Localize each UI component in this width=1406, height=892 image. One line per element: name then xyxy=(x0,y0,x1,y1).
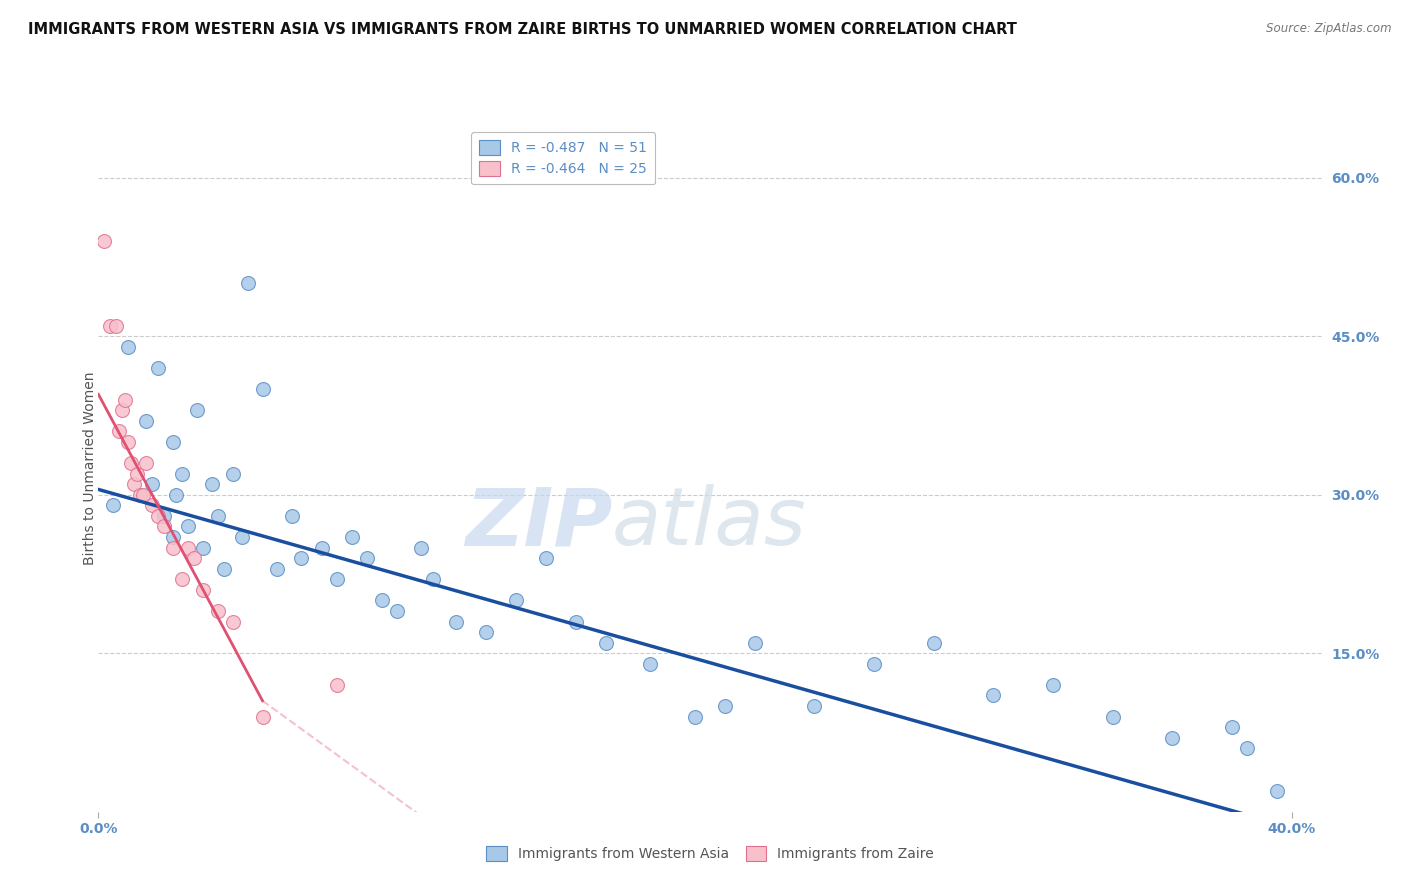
Point xyxy=(135,414,157,428)
Point xyxy=(252,709,274,723)
Point xyxy=(922,635,945,649)
Point xyxy=(201,477,224,491)
Point xyxy=(186,403,208,417)
Text: Source: ZipAtlas.com: Source: ZipAtlas.com xyxy=(1267,22,1392,36)
Point xyxy=(290,551,312,566)
Point xyxy=(170,572,193,586)
Point xyxy=(326,678,349,692)
Point xyxy=(177,541,200,555)
Point xyxy=(114,392,136,407)
Point xyxy=(565,615,588,629)
Point xyxy=(281,508,304,523)
Point xyxy=(170,467,193,481)
Point xyxy=(505,593,527,607)
Point xyxy=(135,456,157,470)
Point xyxy=(311,541,333,555)
Point xyxy=(863,657,886,671)
Point xyxy=(141,477,163,491)
Text: ZIP: ZIP xyxy=(465,484,612,562)
Point xyxy=(98,318,121,333)
Point xyxy=(422,572,444,586)
Point xyxy=(744,635,766,649)
Point xyxy=(111,403,134,417)
Point xyxy=(221,615,243,629)
Point xyxy=(129,488,152,502)
Point xyxy=(117,340,139,354)
Point xyxy=(93,234,115,248)
Point xyxy=(162,434,184,449)
Point xyxy=(191,582,214,597)
Point xyxy=(252,382,274,396)
Point xyxy=(446,615,468,629)
Legend: Immigrants from Western Asia, Immigrants from Zaire: Immigrants from Western Asia, Immigrants… xyxy=(481,840,939,867)
Point xyxy=(1101,709,1123,723)
Point xyxy=(127,467,149,481)
Point xyxy=(165,488,187,502)
Point xyxy=(162,541,184,555)
Point xyxy=(236,277,259,291)
Point xyxy=(221,467,243,481)
Point xyxy=(162,530,184,544)
Point xyxy=(212,562,235,576)
Point xyxy=(105,318,128,333)
Point xyxy=(1265,783,1288,797)
Point xyxy=(117,434,139,449)
Point xyxy=(803,699,825,714)
Point xyxy=(1236,741,1258,756)
Point xyxy=(207,508,229,523)
Point xyxy=(371,593,394,607)
Point xyxy=(475,625,498,640)
Point xyxy=(266,562,288,576)
Point xyxy=(191,541,214,555)
Point xyxy=(183,551,205,566)
Point xyxy=(640,657,662,671)
Point xyxy=(146,508,169,523)
Point xyxy=(153,519,176,533)
Point xyxy=(177,519,200,533)
Point xyxy=(146,360,169,375)
Point xyxy=(326,572,349,586)
Point xyxy=(108,425,131,439)
Y-axis label: Births to Unmarried Women: Births to Unmarried Women xyxy=(83,372,97,565)
Point xyxy=(595,635,617,649)
Point xyxy=(231,530,253,544)
Point xyxy=(120,456,142,470)
Point xyxy=(340,530,363,544)
Text: IMMIGRANTS FROM WESTERN ASIA VS IMMIGRANTS FROM ZAIRE BIRTHS TO UNMARRIED WOMEN : IMMIGRANTS FROM WESTERN ASIA VS IMMIGRAN… xyxy=(28,22,1017,37)
Point xyxy=(1161,731,1184,745)
Point xyxy=(141,498,163,512)
Point xyxy=(683,709,706,723)
Point xyxy=(1042,678,1064,692)
Point xyxy=(356,551,378,566)
Point xyxy=(103,498,125,512)
Point xyxy=(207,604,229,618)
Text: atlas: atlas xyxy=(612,484,807,562)
Point xyxy=(122,477,145,491)
Point xyxy=(385,604,408,618)
Point xyxy=(714,699,737,714)
Point xyxy=(983,689,1005,703)
Point xyxy=(534,551,557,566)
Point xyxy=(409,541,432,555)
Point xyxy=(132,488,155,502)
Point xyxy=(153,508,176,523)
Point xyxy=(1220,720,1243,734)
